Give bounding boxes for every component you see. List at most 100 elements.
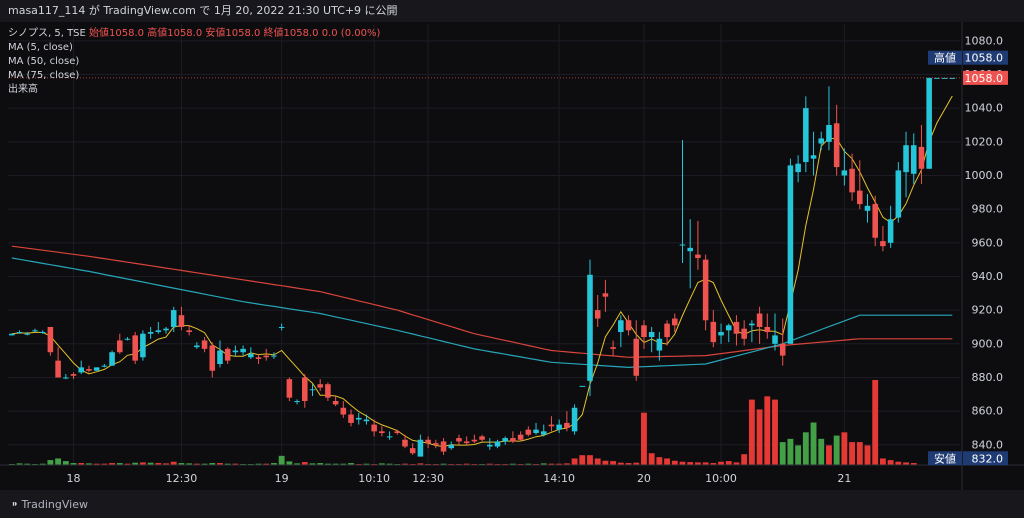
symbol-line[interactable]: シノプス, 5, TSE [8,28,86,39]
candle-body [425,439,431,444]
y-tick-label: 840.0 [972,438,1004,451]
candle-body [147,332,154,334]
ma50-line [11,257,953,369]
volume-bar [617,462,624,465]
volume-bar [309,463,316,465]
candle-body [934,77,940,79]
volume-bar [833,435,840,465]
volume-bar [856,442,863,465]
candle-body [224,348,231,361]
volume-bar [132,462,139,465]
candle-body [255,357,262,359]
candle-body [502,438,508,442]
volume-bar [548,463,555,465]
volume-bar [386,463,393,465]
volume-bar [818,438,825,465]
candle-body [24,333,31,335]
volume-bar [810,422,817,465]
candle-body [487,444,493,447]
candle-body [864,205,871,211]
volume-bar [795,445,802,465]
candle-body [795,163,801,173]
y-tick-label: 920.0 [972,304,1004,317]
candle-body [78,367,85,373]
volume-bar [263,463,270,465]
candle-body [749,323,755,326]
volume-bar [116,463,123,465]
volume-bar [509,463,516,465]
ma75-legend[interactable]: MA (75, close) [8,70,80,81]
candle-body [810,155,817,159]
candle-body [93,367,100,371]
candle-body [109,352,115,366]
y-tick-label: 900.0 [972,337,1004,350]
candle-body [463,441,470,444]
volume-bar [725,461,732,465]
volume-bar [671,460,678,465]
volume-bar [903,462,909,465]
candle-body [471,439,478,442]
candle-body [402,439,408,447]
candle-body [232,350,239,353]
candle-body [910,145,917,174]
candle-body [417,439,424,457]
candle-body [394,431,401,434]
candle-body [818,138,825,144]
candles [9,77,956,457]
ma5-legend[interactable]: MA (5, close) [8,42,73,53]
volume-bar [93,463,100,465]
candle-body [379,431,385,434]
candle-body [587,274,593,381]
candle-body [178,315,185,327]
volume-bar [687,462,694,465]
candle-body [695,254,701,258]
volume-bar [579,455,586,465]
volume-bar [139,462,146,465]
volume-bar [217,463,223,465]
volume-bar [633,462,640,465]
volume-bar [86,463,92,465]
volume-legend[interactable]: 出来高 [8,84,38,95]
volume-bar [417,463,424,465]
candle-body [47,326,54,353]
candle-body [610,347,616,349]
candle-body [841,170,848,176]
candle-body [63,377,69,379]
volume-bar [101,463,108,465]
volume-bar [109,463,115,465]
volume-bar [879,458,886,465]
volume-bar [571,458,578,465]
last-price-value: 1058.0 [965,72,1004,85]
volume-bar [332,463,339,465]
candle-body [672,318,678,326]
volume-bar [186,463,193,465]
volume-bar [741,454,748,465]
candle-body [849,168,855,193]
volume-bar [224,463,231,465]
candle-body [140,333,146,358]
candle-body [170,310,177,327]
x-tick-label: 20 [637,472,651,485]
candle-body [725,325,732,331]
volume-bar [864,445,871,465]
volume-bar [756,409,763,465]
volume-bar [209,463,216,465]
candle-body [571,407,578,432]
y-tick-label: 1080.0 [965,34,1004,47]
candle-body [132,335,138,361]
volume-bar [301,462,308,465]
y-tick-label: 1040.0 [965,102,1004,115]
candle-body [625,320,632,331]
candle-body [317,384,323,388]
x-tick-label: 10:10 [358,472,390,485]
candle-body [857,190,863,205]
y-tick-label: 1000.0 [965,169,1004,182]
candle-body [271,355,277,357]
tradingview-logo[interactable]: ⁍ TradingView [12,498,88,511]
candle-body [448,444,455,449]
ma50-legend[interactable]: MA (50, close) [8,56,80,67]
volume-bar [232,463,239,465]
volume-bar [610,461,617,465]
candle-body [787,165,794,344]
